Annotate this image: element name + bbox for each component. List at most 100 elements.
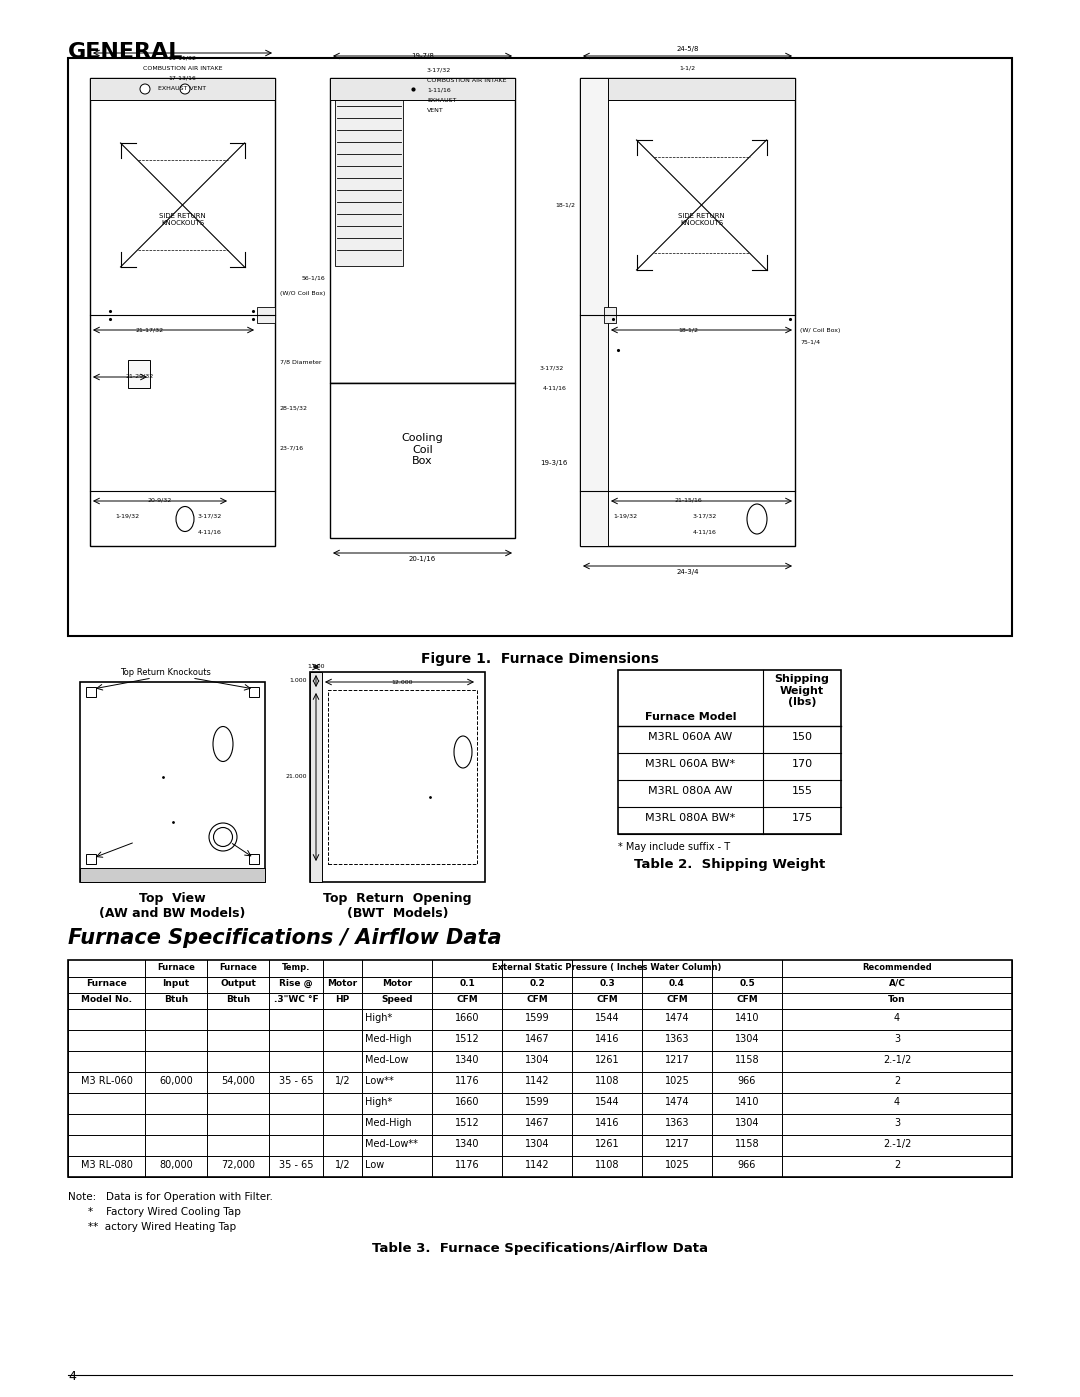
Text: Ton: Ton xyxy=(888,995,906,1004)
Text: 1-19/32: 1-19/32 xyxy=(613,513,637,518)
Text: Shipping
Weight
(lbs): Shipping Weight (lbs) xyxy=(774,673,829,707)
Text: 23-7/16: 23-7/16 xyxy=(280,446,305,450)
Ellipse shape xyxy=(747,504,767,534)
Text: 21-17/32: 21-17/32 xyxy=(136,327,164,332)
Text: 1142: 1142 xyxy=(525,1076,550,1085)
Text: 1467: 1467 xyxy=(525,1034,550,1044)
Text: Rise @: Rise @ xyxy=(280,979,313,988)
Ellipse shape xyxy=(140,84,150,94)
Text: VENT: VENT xyxy=(427,108,444,113)
Bar xyxy=(90,78,275,101)
Text: M3RL 080A AW: M3RL 080A AW xyxy=(648,787,732,796)
Text: COMBUSTION AIR INTAKE: COMBUSTION AIR INTAKE xyxy=(427,78,507,82)
Text: 966: 966 xyxy=(738,1160,756,1171)
Text: 155: 155 xyxy=(792,787,812,796)
Text: Figure 1.  Furnace Dimensions: Figure 1. Furnace Dimensions xyxy=(421,652,659,666)
Text: 24-3/4: 24-3/4 xyxy=(676,569,699,576)
Text: 1176: 1176 xyxy=(455,1160,480,1171)
Text: 1660: 1660 xyxy=(455,1013,480,1023)
Text: Temp.: Temp. xyxy=(282,963,310,972)
Text: M3 RL-060: M3 RL-060 xyxy=(81,1076,133,1085)
Bar xyxy=(80,868,265,882)
Text: 1-1/2: 1-1/2 xyxy=(679,66,696,71)
Text: 1/2: 1/2 xyxy=(335,1076,350,1085)
Bar xyxy=(604,307,616,323)
Text: 1108: 1108 xyxy=(595,1076,619,1085)
Text: 19-3/16: 19-3/16 xyxy=(540,460,567,467)
Text: Top  View
(AW and BW Models): Top View (AW and BW Models) xyxy=(99,893,245,921)
Text: 24-5/8: 24-5/8 xyxy=(676,46,699,52)
Text: CFM: CFM xyxy=(526,995,548,1004)
Text: Med-High: Med-High xyxy=(365,1034,411,1044)
Text: 3: 3 xyxy=(894,1118,900,1127)
Text: 0.5: 0.5 xyxy=(739,979,755,988)
Text: Speed: Speed xyxy=(381,995,413,1004)
Text: 1416: 1416 xyxy=(595,1118,619,1127)
Text: M3RL 060A BW*: M3RL 060A BW* xyxy=(646,759,735,768)
Text: 18-1/2: 18-1/2 xyxy=(555,203,575,208)
Text: 2: 2 xyxy=(894,1160,900,1171)
Text: High*: High* xyxy=(365,1097,392,1106)
Text: * May include suffix - T: * May include suffix - T xyxy=(618,842,730,852)
Text: Furnace: Furnace xyxy=(157,963,194,972)
Bar xyxy=(129,360,150,388)
Text: .3"WC °F: .3"WC °F xyxy=(273,995,319,1004)
Text: 21-29/32: 21-29/32 xyxy=(126,374,154,379)
Bar xyxy=(335,96,403,265)
Text: 1/2: 1/2 xyxy=(335,1160,350,1171)
Text: Furnace Model: Furnace Model xyxy=(645,712,737,722)
Text: Cooling
Coil
Box: Cooling Coil Box xyxy=(402,433,444,467)
Ellipse shape xyxy=(213,726,233,761)
Text: 21-11/32: 21-11/32 xyxy=(168,56,197,61)
Text: Output: Output xyxy=(220,979,256,988)
Text: 1410: 1410 xyxy=(734,1097,759,1106)
Text: Table 2.  Shipping Weight: Table 2. Shipping Weight xyxy=(634,858,825,870)
Text: Btuh: Btuh xyxy=(164,995,188,1004)
Text: 1304: 1304 xyxy=(525,1139,550,1148)
Text: GENERAL: GENERAL xyxy=(68,42,184,61)
Text: 1512: 1512 xyxy=(455,1034,480,1044)
Ellipse shape xyxy=(454,736,472,768)
Text: 35 - 65: 35 - 65 xyxy=(279,1160,313,1171)
Text: 1512: 1512 xyxy=(455,1118,480,1127)
Text: Low**: Low** xyxy=(365,1076,394,1085)
Bar xyxy=(90,78,275,546)
Text: Model No.: Model No. xyxy=(81,995,132,1004)
Text: 56-1/16: 56-1/16 xyxy=(301,275,325,281)
Text: 1410: 1410 xyxy=(734,1013,759,1023)
Text: 3-17/32: 3-17/32 xyxy=(198,513,222,518)
Text: 72,000: 72,000 xyxy=(221,1160,255,1171)
Text: 1-19/32: 1-19/32 xyxy=(114,513,139,518)
Text: *    Factory Wired Cooling Tap: * Factory Wired Cooling Tap xyxy=(87,1207,241,1217)
Bar xyxy=(68,59,1012,636)
Text: M3RL 060A AW: M3RL 060A AW xyxy=(648,732,732,742)
Text: 4-11/16: 4-11/16 xyxy=(543,386,567,391)
Bar xyxy=(580,78,795,546)
Text: 150: 150 xyxy=(792,732,812,742)
Text: 1.000: 1.000 xyxy=(289,679,307,683)
Text: 4-11/16: 4-11/16 xyxy=(693,529,717,534)
Text: A/C: A/C xyxy=(889,979,905,988)
Text: 1.000: 1.000 xyxy=(307,664,325,669)
Bar xyxy=(580,78,795,101)
Text: 1474: 1474 xyxy=(664,1013,689,1023)
Text: 4-11/16: 4-11/16 xyxy=(198,529,221,534)
Text: 1340: 1340 xyxy=(455,1055,480,1065)
Text: 0.4: 0.4 xyxy=(670,979,685,988)
Text: CFM: CFM xyxy=(456,995,477,1004)
Text: Input: Input xyxy=(162,979,190,988)
Text: Motor: Motor xyxy=(382,979,413,988)
Text: 4: 4 xyxy=(68,1370,76,1383)
Bar xyxy=(330,78,515,383)
Bar xyxy=(618,671,841,834)
Bar xyxy=(80,682,265,882)
Text: 1217: 1217 xyxy=(664,1139,689,1148)
Ellipse shape xyxy=(176,507,194,531)
Text: 1467: 1467 xyxy=(525,1118,550,1127)
Text: CFM: CFM xyxy=(666,995,688,1004)
Text: Top  Return  Opening
(BWT  Models): Top Return Opening (BWT Models) xyxy=(323,893,472,921)
Text: 4: 4 xyxy=(894,1097,900,1106)
Text: Med-Low: Med-Low xyxy=(365,1055,408,1065)
Text: 1544: 1544 xyxy=(595,1097,619,1106)
Text: 20-9/32: 20-9/32 xyxy=(148,497,172,503)
